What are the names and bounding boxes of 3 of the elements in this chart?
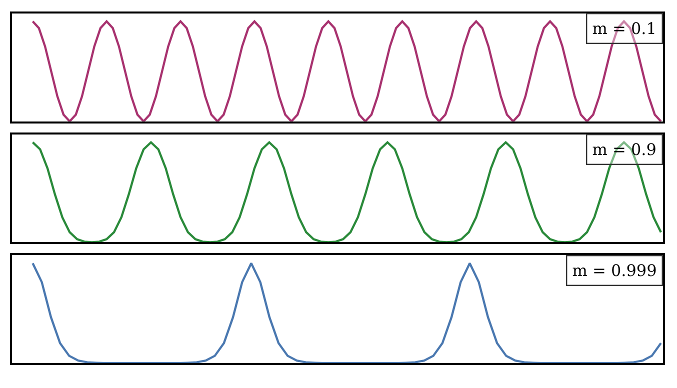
text: m = 0.999 <box>572 261 657 280</box>
series-label: m = 0.9 <box>592 140 656 160</box>
series-label: m = 0.1 <box>592 19 656 38</box>
